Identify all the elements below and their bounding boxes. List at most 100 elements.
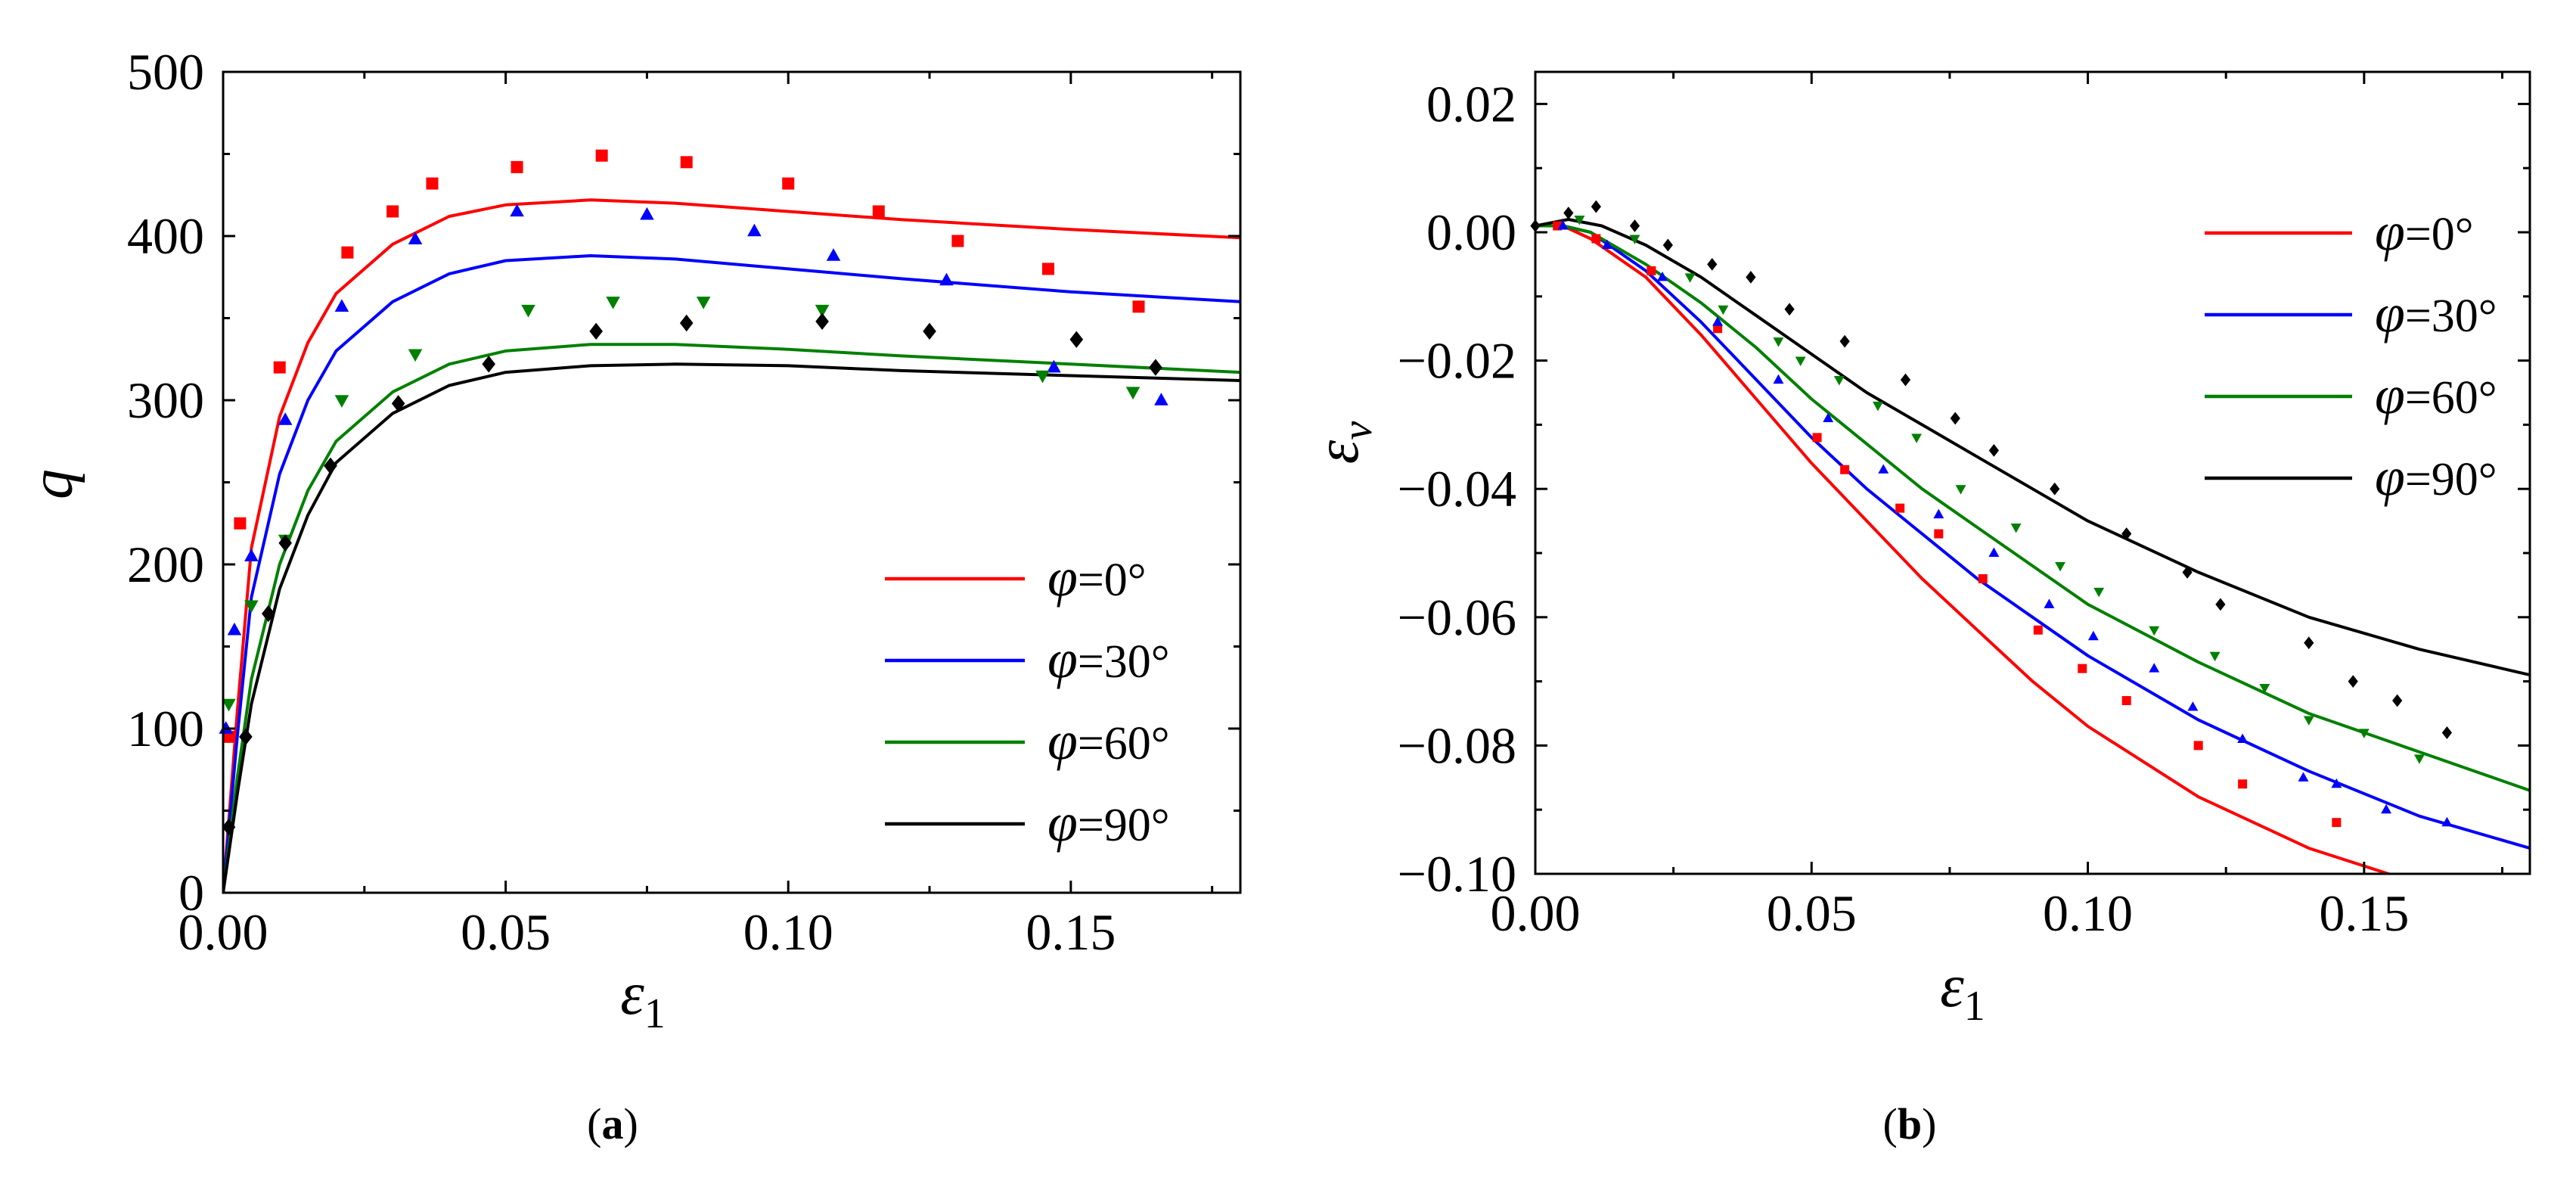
data-point	[222, 730, 235, 743]
data-point	[2209, 651, 2221, 662]
data-point	[521, 304, 535, 318]
data-point	[1713, 324, 1723, 334]
data-point	[1955, 485, 1966, 495]
y-tick-label: −0.06	[1398, 589, 1516, 646]
panel-label: (a)	[587, 1099, 638, 1148]
data-point	[1707, 258, 1718, 271]
data-point	[222, 819, 236, 836]
x-tick-label: 0.00	[178, 903, 268, 961]
data-point	[2010, 524, 2022, 533]
y-tick-label: 0.02	[1426, 75, 1516, 132]
data-point	[2238, 779, 2248, 789]
data-point	[1911, 434, 1923, 443]
data-point	[408, 349, 423, 362]
x-tick-label: 0.15	[2319, 884, 2409, 942]
data-point	[278, 412, 293, 425]
data-point	[1978, 573, 1988, 583]
series-line-2	[1535, 224, 2530, 850]
data-point	[244, 549, 259, 561]
data-point	[1154, 393, 1169, 406]
data-point	[815, 312, 829, 331]
data-point	[510, 204, 524, 217]
y-axis-label: εv	[1305, 421, 1381, 465]
data-point	[219, 721, 234, 734]
data-point	[391, 395, 405, 412]
data-point	[1878, 464, 1889, 474]
plot-frame	[222, 70, 1242, 894]
data-point	[595, 149, 608, 162]
data-point	[1629, 219, 1640, 232]
y-tick-label: −0.08	[1398, 716, 1516, 774]
data-point	[334, 299, 349, 312]
data-point	[2121, 527, 2132, 540]
data-point	[227, 622, 242, 636]
y-tick-label: 0.00	[1426, 204, 1516, 261]
legend-label: φ=60°	[1047, 710, 1170, 771]
data-point	[1872, 401, 1883, 412]
data-point	[2121, 696, 2131, 706]
x-tick-label: 0.15	[1026, 903, 1116, 961]
data-point	[826, 248, 841, 261]
data-point	[2332, 818, 2342, 828]
data-point	[1563, 207, 1574, 219]
data-point	[2331, 778, 2342, 788]
data-point	[1934, 529, 1944, 539]
data-point	[872, 205, 885, 218]
x-axis-label: ε1	[1940, 953, 1985, 1030]
data-point	[1746, 270, 1756, 284]
data-point	[606, 297, 620, 309]
panel-a: 0.00 0.05 0.10 0.15 0 100 200 300 400 500 ε1 q φ=0° φ…	[19, 43, 1242, 1148]
x-tick-label: 0.10	[2043, 884, 2133, 942]
data-point	[1646, 266, 1656, 275]
series-line-2	[223, 254, 1240, 893]
data-point	[1823, 412, 1834, 422]
data-point	[261, 604, 275, 623]
panel-label: (b)	[1883, 1099, 1937, 1148]
data-point	[640, 207, 654, 220]
x-tick-label: 0.00	[1491, 884, 1581, 942]
data-point	[696, 297, 711, 309]
data-point	[680, 156, 693, 169]
data-point	[1812, 433, 1822, 443]
data-point	[782, 177, 795, 190]
legend-label: φ=90°	[2375, 446, 2497, 507]
series-line-4	[223, 362, 1240, 893]
data-point	[1988, 547, 2000, 558]
x-tick-label: 0.10	[743, 903, 833, 961]
y-tick-label: −0.04	[1398, 460, 1516, 517]
data-point	[234, 517, 247, 530]
data-point	[2348, 675, 2358, 688]
series-line-3	[1535, 224, 2530, 792]
data-point	[1041, 263, 1054, 275]
data-point	[244, 600, 259, 614]
legend-label: φ=60°	[2375, 365, 2497, 425]
data-point	[1047, 359, 1061, 373]
data-point	[2044, 598, 2055, 608]
data-point	[324, 457, 337, 474]
legend-label: φ=30°	[1047, 629, 1170, 689]
data-point	[1684, 273, 1696, 283]
y-tick-label: 200	[127, 536, 204, 593]
data-point	[386, 205, 399, 218]
data-point	[2381, 803, 2392, 814]
data-point	[2055, 561, 2065, 572]
y-tick-label: 500	[127, 43, 204, 101]
data-point	[747, 223, 762, 237]
data-point	[1895, 503, 1905, 513]
x-tick-label: 0.05	[1767, 884, 1857, 942]
data-point	[1933, 508, 1944, 519]
data-point	[1773, 374, 1784, 384]
legend-label: φ=0°	[2375, 201, 2474, 262]
data-point	[334, 395, 349, 408]
data-point	[278, 534, 292, 552]
data-point	[1591, 234, 1601, 244]
data-point	[1557, 220, 1569, 230]
data-point	[2413, 754, 2425, 764]
y-axis-label: q	[19, 469, 85, 499]
data-point	[1662, 238, 1673, 252]
y-tick-label: 400	[127, 207, 204, 265]
data-point	[1035, 370, 1050, 384]
data-point	[2149, 626, 2160, 636]
data-point	[2304, 636, 2314, 650]
